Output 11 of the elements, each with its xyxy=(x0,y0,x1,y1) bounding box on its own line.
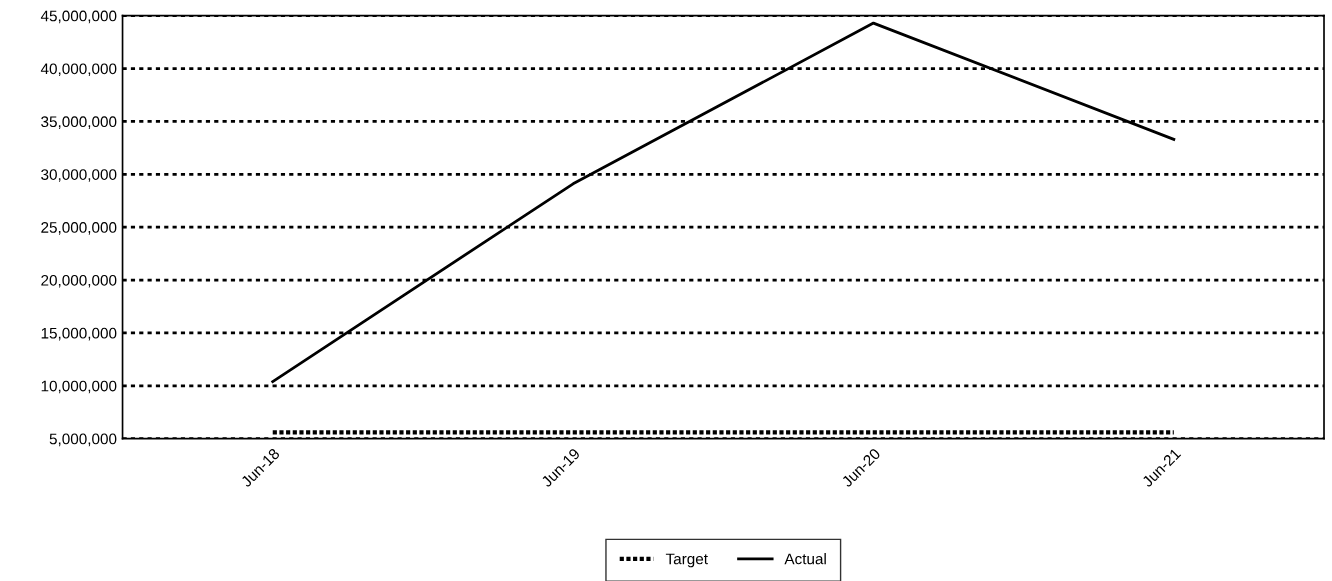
y-tick-label: 45,000,000 xyxy=(40,10,117,24)
legend-label: Actual xyxy=(784,553,826,565)
y-tick-label: 30,000,000 xyxy=(41,169,117,182)
y-tick-label: 10,000,000 xyxy=(41,380,117,394)
y-tick-label: 5,000,000 xyxy=(49,433,117,447)
y-tick-label: 20,000,000 xyxy=(41,274,117,288)
legend-label: Target xyxy=(665,553,708,568)
y-tick-label: 15,000,000 xyxy=(41,327,117,341)
y-tick-label: 35,000,000 xyxy=(41,116,117,129)
y-tick-label: 25,000,000 xyxy=(41,222,117,235)
y-tick-label: 40,000,000 xyxy=(40,63,117,77)
